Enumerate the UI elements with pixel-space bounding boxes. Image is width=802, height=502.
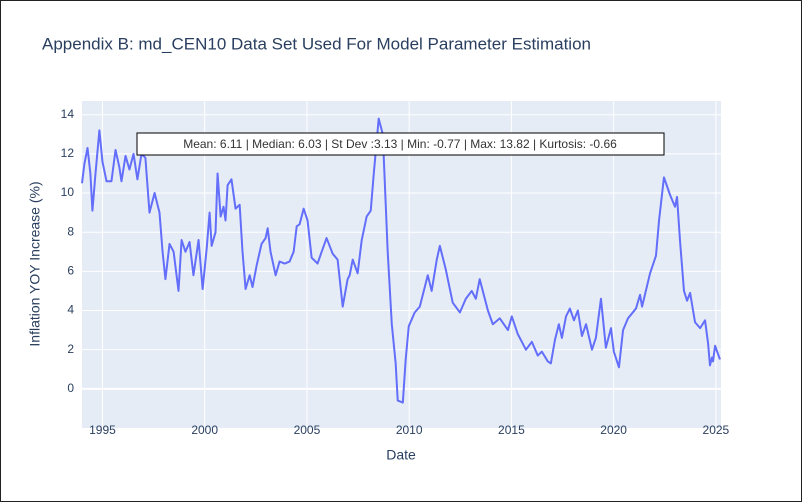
- chart-title: Appendix B: md_CEN10 Data Set Used For M…: [42, 34, 591, 53]
- y-tick-label: 4: [67, 303, 74, 317]
- y-tick-label: 6: [67, 264, 74, 278]
- data-line: [81, 117, 721, 404]
- y-tick-label: 0: [67, 381, 74, 395]
- y-tick-label: 12: [61, 146, 75, 160]
- y-tick-label: 14: [61, 107, 75, 121]
- annotation: Mean: 6.11 | Median: 6.03 | St Dev :3.13…: [183, 137, 617, 151]
- x-tick-label: 2020: [600, 423, 627, 437]
- x-tick-label: 2025: [703, 423, 730, 437]
- y-tick-label: 2: [67, 342, 74, 356]
- x-tick-label: 2010: [396, 423, 423, 437]
- annotation-box: [136, 132, 665, 156]
- y-axis-label: Inflation YOY Increase (%): [27, 181, 43, 346]
- x-axis-label: Date: [386, 447, 416, 463]
- y-tick-label: 8: [67, 224, 74, 238]
- x-tick-label: 2000: [191, 423, 218, 437]
- x-tick-label: 2005: [294, 423, 321, 437]
- y-tick-label: 10: [61, 185, 75, 199]
- x-tick-label: 1995: [89, 423, 116, 437]
- x-tick-label: 2015: [498, 423, 525, 437]
